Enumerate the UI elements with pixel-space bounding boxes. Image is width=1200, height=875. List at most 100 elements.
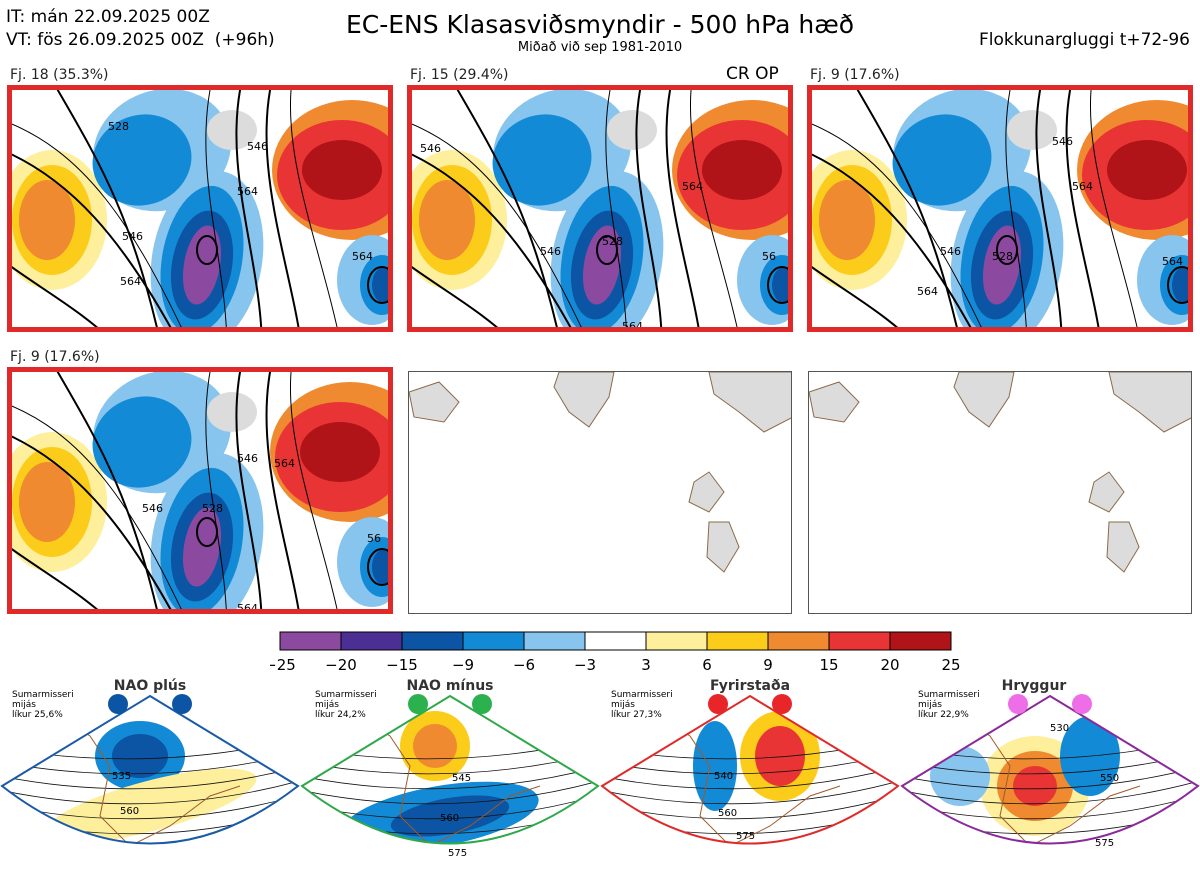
regime-dot bbox=[172, 694, 192, 714]
cluster-map-2[interactable]: 546 564 528 546 564 56 bbox=[407, 85, 793, 332]
anomaly-area bbox=[492, 114, 592, 206]
landmass bbox=[1088, 471, 1125, 513]
contour-label: 575 bbox=[736, 831, 755, 842]
anomaly-area bbox=[207, 392, 257, 432]
contour-label: 564 bbox=[237, 185, 258, 198]
regime-dot bbox=[708, 694, 728, 714]
regime-title: NAO plús bbox=[113, 678, 187, 694]
contour-label: 546 bbox=[540, 245, 561, 258]
contour-label: 564 bbox=[237, 602, 258, 614]
contour-label: 575 bbox=[448, 848, 467, 859]
colorbar-tick: 6 bbox=[702, 656, 712, 674]
anomaly-area bbox=[182, 507, 222, 587]
control-op-badge: CR OP bbox=[726, 64, 779, 84]
anomaly-area bbox=[19, 462, 75, 542]
anomaly-area bbox=[1013, 766, 1057, 806]
contour-label: 56 bbox=[762, 250, 776, 263]
height-contour bbox=[302, 777, 598, 805]
contour-label: 546 bbox=[142, 502, 163, 515]
contour-label: 545 bbox=[452, 773, 471, 784]
cluster-map-2-field: 546 564 528 546 564 56 bbox=[412, 90, 788, 332]
coastline bbox=[59, 715, 241, 844]
initial-time: IT: mán 22.09.2025 00Z bbox=[6, 7, 210, 27]
height-contour bbox=[1089, 90, 1138, 327]
regime-border bbox=[600, 694, 900, 845]
regime-info: Sumarmisseri mijás líkur 25,6% bbox=[12, 690, 74, 720]
regime-frequency: líkur 27,3% bbox=[611, 710, 662, 720]
anomaly-area bbox=[182, 225, 222, 305]
regime-mid: mijás bbox=[315, 700, 339, 710]
contour-label: 535 bbox=[112, 771, 131, 782]
height-contour bbox=[812, 153, 972, 327]
height-contour bbox=[205, 90, 227, 327]
colorbar-tick: −9 bbox=[452, 656, 474, 674]
landmass bbox=[688, 471, 725, 513]
regime-field bbox=[900, 715, 1200, 871]
contour-label: 560 bbox=[120, 806, 139, 817]
height-contour bbox=[812, 266, 899, 327]
height-contour bbox=[412, 153, 572, 327]
empty-map-5 bbox=[408, 371, 792, 614]
anomaly-area bbox=[92, 114, 192, 206]
contour-label: 550 bbox=[1100, 773, 1119, 784]
panel-label-1: Fj. 18 (35.3%) bbox=[10, 67, 109, 83]
regime-map: 530 550 575 bbox=[900, 694, 1200, 871]
height-contour bbox=[12, 153, 172, 327]
height-contour bbox=[602, 763, 898, 790]
colorbar-bin bbox=[645, 631, 708, 651]
regime-frequency: líkur 24,2% bbox=[315, 710, 366, 720]
height-contour bbox=[635, 90, 663, 327]
regime-season: Sumarmisseri bbox=[12, 690, 74, 700]
contour-label: 564 bbox=[622, 320, 643, 332]
height-contour bbox=[265, 372, 300, 609]
anomaly-area bbox=[390, 795, 510, 837]
regime-field bbox=[2, 715, 298, 844]
regime-title: Fyrirstaða bbox=[709, 678, 791, 694]
regime-info: Sumarmisseri mijás líkur 24,2% bbox=[315, 690, 377, 720]
height-contour bbox=[12, 548, 99, 609]
run-info: IT: mán 22.09.2025 00Z VT: fös 26.09.2025… bbox=[6, 6, 275, 52]
colorbar-tick: 9 bbox=[763, 656, 773, 674]
colorbar-tick: 20 bbox=[880, 656, 899, 674]
contour-label: 546 bbox=[940, 245, 961, 258]
coastline bbox=[659, 715, 841, 844]
contour-label: 564 bbox=[120, 275, 141, 288]
height-contour bbox=[602, 805, 898, 835]
anomaly-area bbox=[693, 721, 737, 811]
regime-nao-plus: NAO plús Sumarmisseri mijás líkur 25,6% 53… bbox=[0, 676, 300, 871]
height-contour bbox=[412, 123, 582, 327]
landmass bbox=[706, 521, 740, 573]
anomaly-area bbox=[300, 422, 380, 482]
regime-ridge: Hryggur Sumarmisseri mijás líkur 22,9% 530… bbox=[900, 676, 1200, 871]
regime-info: Sumarmisseri mijás líkur 22,9% bbox=[918, 690, 980, 720]
contour-label: 528 bbox=[602, 235, 623, 248]
colorbar-tick: −3 bbox=[574, 656, 596, 674]
anomaly-area bbox=[372, 267, 388, 303]
colorbar-bin bbox=[767, 631, 830, 651]
landmass bbox=[809, 381, 860, 423]
anomaly-area bbox=[413, 724, 457, 768]
cluster-map-1[interactable]: 528 546 564 546 564 564 bbox=[7, 85, 393, 332]
height-contour bbox=[1035, 90, 1063, 327]
height-contour bbox=[689, 90, 738, 327]
colorbar-bin bbox=[584, 631, 647, 651]
chart-title: EC-ENS Klasasviðsmyndir - 500 hPa hæð bbox=[345, 10, 855, 39]
cluster-map-3[interactable]: 546 564 546 528 564 564 bbox=[807, 85, 1193, 332]
regime-frequency: líkur 22,9% bbox=[918, 710, 969, 720]
colorbar-tick: −6 bbox=[513, 656, 535, 674]
colorbar-bin bbox=[279, 631, 342, 651]
contour-label: 564 bbox=[352, 250, 373, 263]
height-contour bbox=[235, 372, 263, 609]
height-contour bbox=[900, 848, 1200, 871]
height-contour bbox=[902, 763, 1198, 790]
regime-field bbox=[302, 711, 598, 844]
cluster-map-4[interactable]: 546 564 546 528 564 56 bbox=[7, 367, 393, 614]
colorbar-tick: 25 bbox=[941, 656, 960, 674]
low-center bbox=[996, 235, 1018, 265]
panel-label-3: Fj. 9 (17.6%) bbox=[810, 67, 900, 83]
chart-subtitle: Miðað við sep 1981-2010 bbox=[517, 40, 683, 55]
height-contour bbox=[902, 833, 1198, 844]
regime-mid: mijás bbox=[918, 700, 942, 710]
regime-title: Hryggur bbox=[1001, 678, 1067, 694]
panel-label-2: Fj. 15 (29.4%) bbox=[410, 67, 509, 83]
